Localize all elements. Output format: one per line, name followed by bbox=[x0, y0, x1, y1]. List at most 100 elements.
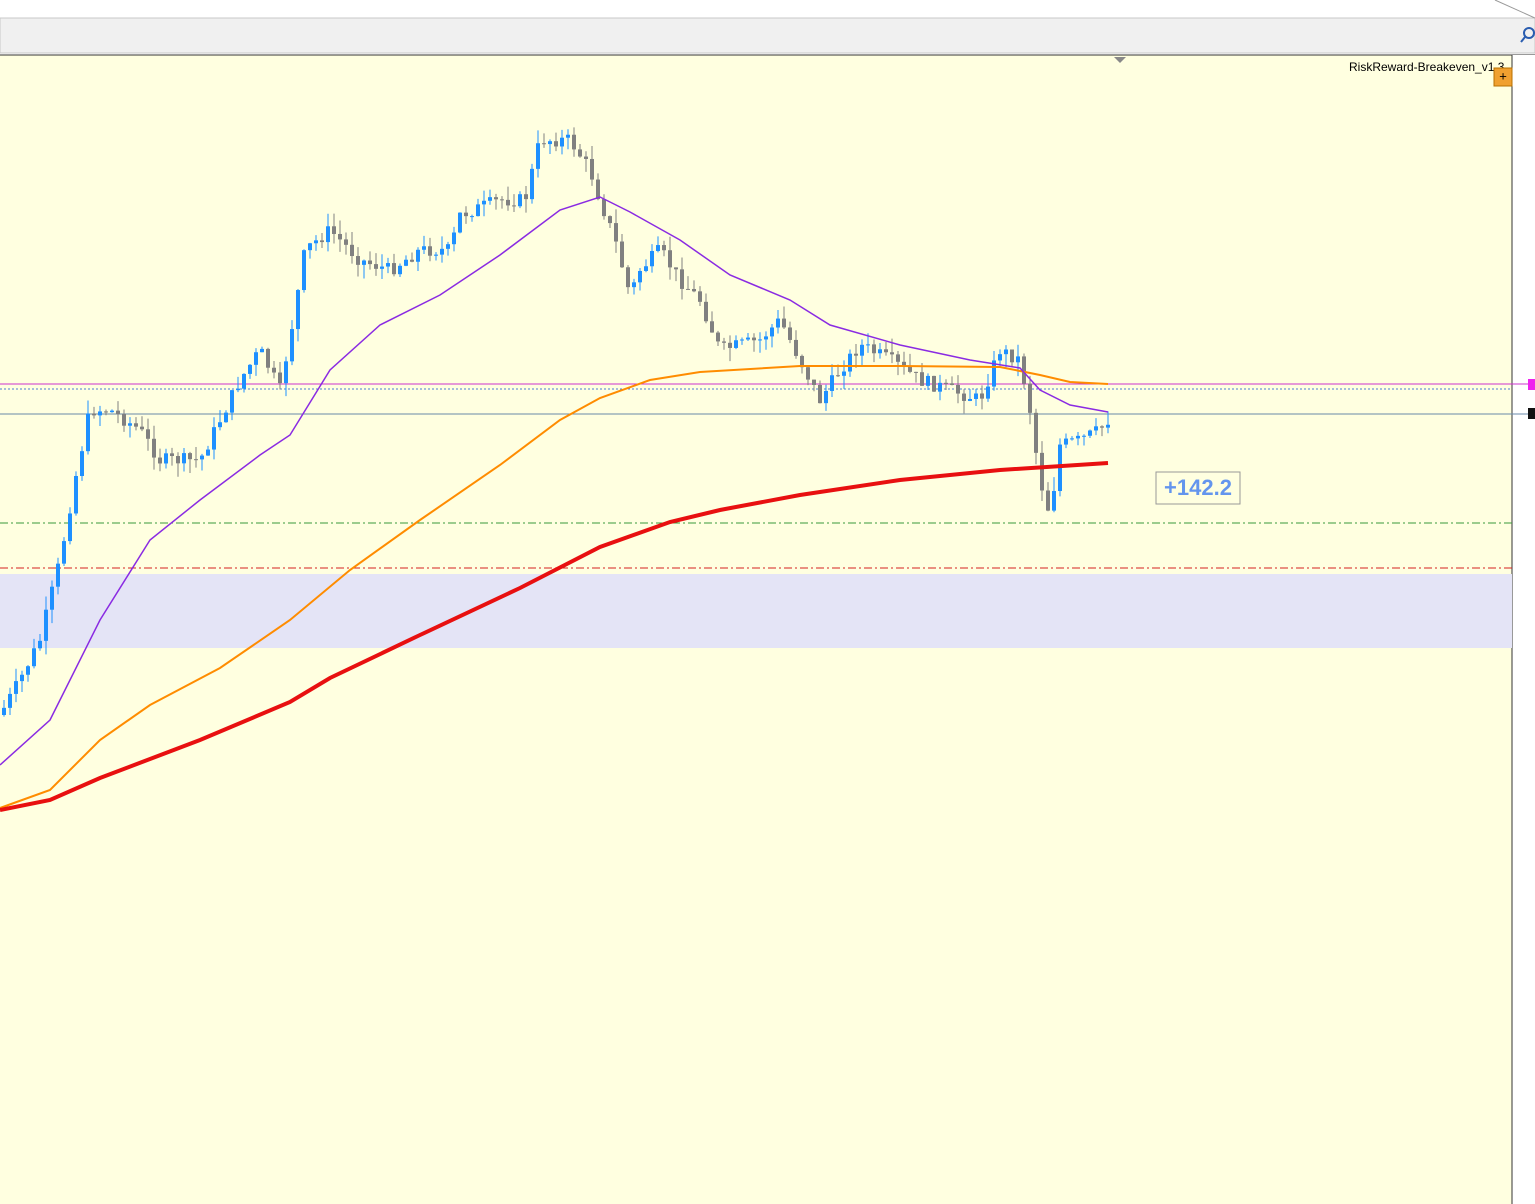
price-tag bbox=[1528, 408, 1535, 419]
candle bbox=[998, 354, 1002, 361]
candle bbox=[182, 453, 186, 464]
candle bbox=[8, 693, 12, 708]
candle bbox=[830, 375, 834, 391]
candle bbox=[506, 199, 510, 206]
candle bbox=[356, 256, 360, 265]
candle bbox=[176, 456, 180, 464]
candle bbox=[788, 327, 792, 340]
candle bbox=[548, 141, 552, 145]
candle bbox=[626, 267, 630, 288]
candle bbox=[818, 384, 822, 404]
candle bbox=[110, 410, 114, 413]
candle bbox=[128, 423, 132, 426]
candle bbox=[716, 332, 720, 342]
candle bbox=[692, 288, 696, 292]
profit-box bbox=[1155, 471, 1241, 505]
candle bbox=[746, 337, 750, 340]
candle bbox=[992, 360, 996, 387]
candle bbox=[752, 337, 756, 341]
moving-average bbox=[0, 365, 1109, 809]
candle bbox=[470, 216, 474, 218]
indicator-label: RiskReward-Breakeven_v1.3 bbox=[1349, 60, 1505, 74]
candle bbox=[80, 451, 84, 476]
candle bbox=[1106, 424, 1110, 428]
candle bbox=[962, 393, 966, 401]
candle bbox=[512, 205, 516, 207]
candle bbox=[440, 248, 444, 255]
add-button-label[interactable]: + bbox=[1499, 68, 1507, 83]
candle bbox=[836, 375, 840, 377]
candle bbox=[578, 149, 582, 157]
candle bbox=[272, 367, 276, 373]
candle bbox=[494, 197, 498, 200]
candle bbox=[560, 137, 564, 147]
candle bbox=[668, 250, 672, 268]
candle bbox=[194, 459, 198, 461]
candle bbox=[68, 513, 72, 542]
candle bbox=[536, 143, 540, 169]
candle bbox=[500, 199, 504, 201]
candle bbox=[122, 414, 126, 426]
search-icon[interactable] bbox=[1523, 27, 1535, 39]
candle bbox=[656, 245, 660, 252]
candle bbox=[290, 329, 294, 362]
candle bbox=[230, 390, 234, 413]
candle bbox=[986, 386, 990, 399]
candle bbox=[1076, 435, 1080, 439]
candle bbox=[530, 168, 534, 200]
candle bbox=[776, 318, 780, 328]
candle bbox=[314, 240, 318, 244]
candle bbox=[152, 438, 156, 458]
candle bbox=[680, 269, 684, 289]
candle bbox=[56, 563, 60, 587]
candle bbox=[800, 355, 804, 368]
candle bbox=[206, 449, 210, 456]
candle bbox=[326, 226, 330, 243]
candle bbox=[458, 212, 462, 233]
title-strip bbox=[0, 0, 1535, 18]
candle bbox=[1052, 491, 1056, 511]
candle bbox=[608, 216, 612, 224]
toolbar bbox=[0, 17, 1535, 54]
candle bbox=[812, 379, 816, 385]
candle bbox=[1046, 490, 1050, 511]
candle bbox=[482, 200, 486, 205]
price-tag bbox=[1528, 379, 1535, 390]
candle bbox=[926, 375, 930, 386]
candle bbox=[380, 266, 384, 269]
candle bbox=[158, 457, 162, 464]
candle bbox=[758, 339, 762, 341]
candle bbox=[452, 232, 456, 245]
candle bbox=[26, 666, 30, 675]
candle bbox=[896, 354, 900, 362]
candle bbox=[446, 244, 450, 249]
candle bbox=[464, 212, 468, 217]
candle bbox=[332, 226, 336, 234]
candle bbox=[344, 239, 348, 245]
candle bbox=[770, 327, 774, 337]
candle bbox=[44, 609, 48, 641]
candle bbox=[572, 134, 576, 150]
candle bbox=[890, 352, 894, 355]
candle bbox=[476, 204, 480, 217]
candle bbox=[854, 353, 858, 356]
candle bbox=[872, 344, 876, 354]
candle bbox=[794, 339, 798, 356]
candle bbox=[224, 412, 228, 423]
candle bbox=[1064, 438, 1068, 445]
candle bbox=[362, 260, 366, 265]
candle bbox=[242, 373, 246, 389]
candle bbox=[32, 648, 36, 667]
candle bbox=[1028, 383, 1032, 413]
candle bbox=[944, 382, 948, 384]
price-axis bbox=[1512, 55, 1535, 1204]
candle bbox=[932, 375, 936, 392]
candle bbox=[278, 372, 282, 384]
candle bbox=[704, 301, 708, 322]
add-button[interactable] bbox=[1493, 67, 1513, 87]
candle bbox=[614, 223, 618, 242]
candle bbox=[950, 383, 954, 385]
candle bbox=[1088, 430, 1092, 436]
candle bbox=[782, 318, 786, 328]
